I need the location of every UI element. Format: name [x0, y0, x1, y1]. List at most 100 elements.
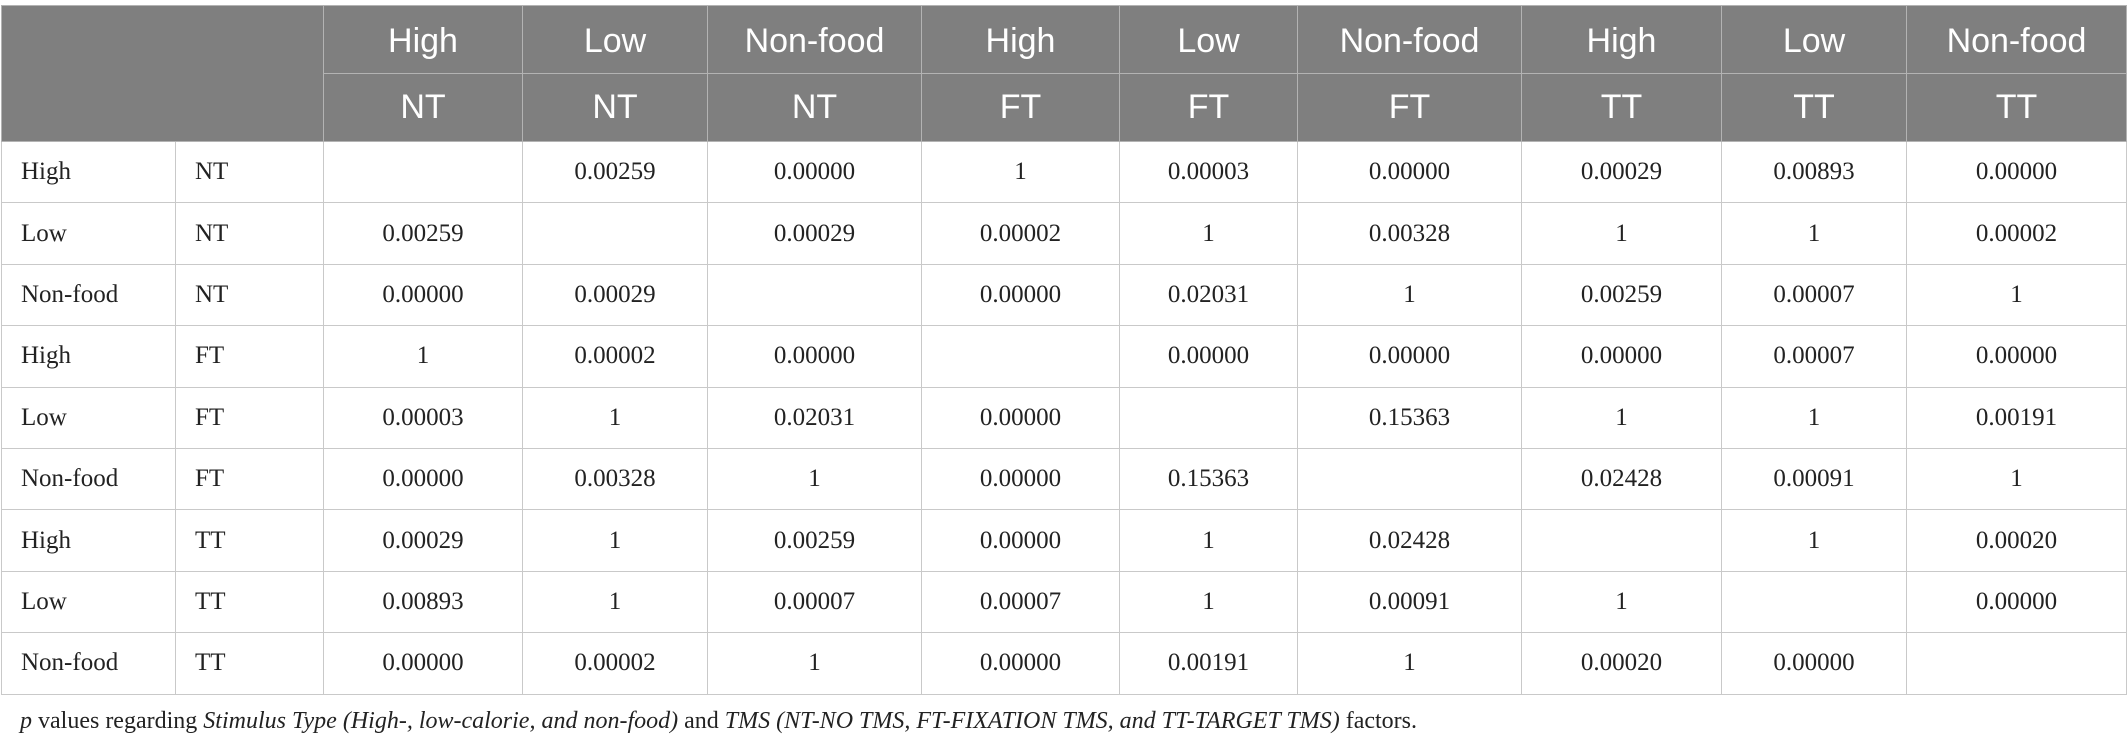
- header-row-stimulus: High Low Non-food High Low Non-food High…: [1, 5, 2127, 142]
- p-value-cell: 0.00893: [323, 570, 523, 634]
- p-value-cell: 0.00003: [1119, 140, 1298, 204]
- table-row: High NT 0.00259 0.00000 1 0.00003 0.00000 0.000…: [1, 140, 2127, 204]
- table-row: Non-food TT 0.00000 0.00002 1 0.00000 0.00191 1…: [1, 632, 2127, 695]
- p-value-cell: [1119, 386, 1298, 449]
- p-value-cell: [1297, 447, 1522, 511]
- footnote-tms: TMS (NT-NO TMS, FT-FIXATION TMS, and TT-…: [724, 708, 1340, 734]
- p-value-cell: 0.00000: [323, 447, 523, 511]
- footnote-p: p: [20, 708, 32, 734]
- footnote-text-1: values regarding: [32, 708, 204, 734]
- row-tms-label: FT: [175, 386, 324, 449]
- p-value-cell: 0.00000: [707, 140, 922, 204]
- header-tms-cell: TT: [1721, 73, 1907, 142]
- p-value-cell: 1: [1521, 202, 1722, 265]
- header-corner-cell: [1, 5, 324, 142]
- p-value-cell: 1: [707, 632, 922, 695]
- p-value-cell: 0.00000: [1521, 325, 1722, 388]
- row-stimulus-label: High: [1, 509, 176, 572]
- header-row-tms: NT NT NT FT FT FT TT TT TT: [2, 73, 2127, 142]
- p-value-cell: 0.00000: [1906, 570, 2127, 634]
- p-value-cell: 0.00000: [921, 447, 1120, 511]
- header-tms-cell: FT: [1297, 73, 1522, 142]
- p-value-cell: 0.00328: [522, 447, 708, 511]
- p-value-cell: 0.00002: [522, 325, 708, 388]
- p-value-cell: 1: [1119, 570, 1298, 634]
- p-value-cell: 1: [522, 386, 708, 449]
- header-tms-cell: NT: [323, 73, 523, 142]
- p-value-cell: [707, 263, 922, 327]
- p-value-cell: 0.00893: [1721, 140, 1907, 204]
- p-value-table: High Low Non-food High Low Non-food High…: [1, 5, 2127, 695]
- p-value-cell: 0.00000: [323, 632, 523, 695]
- p-value-cell: 1: [707, 447, 922, 511]
- p-value-cell: 0.00259: [323, 202, 523, 265]
- p-value-cell: 0.00020: [1521, 632, 1722, 695]
- p-value-cell: 0.00000: [921, 509, 1120, 572]
- p-value-cell: 0.00000: [1297, 325, 1522, 388]
- p-value-cell: 0.00000: [921, 263, 1120, 327]
- p-value-cell: 0.00000: [1906, 325, 2127, 388]
- p-value-cell: 0.00000: [1119, 325, 1298, 388]
- row-tms-label: FT: [175, 447, 324, 511]
- p-value-cell: [1906, 632, 2127, 695]
- p-value-cell: 0.00002: [522, 632, 708, 695]
- row-tms-label: NT: [175, 263, 324, 327]
- p-value-cell: [1521, 509, 1722, 572]
- p-value-cell: 0.00007: [1721, 263, 1907, 327]
- table-row: Non-food NT 0.00000 0.00029 0.00000 0.02031 1 0…: [1, 263, 2127, 327]
- p-value-cell: 1: [522, 509, 708, 572]
- row-stimulus-label: Non-food: [1, 263, 176, 327]
- p-value-cell: 0.00007: [707, 570, 922, 634]
- p-value-cell: 0.00091: [1721, 447, 1907, 511]
- p-value-cell: 1: [522, 570, 708, 634]
- p-value-cell: 0.00029: [707, 202, 922, 265]
- p-value-cell: [323, 140, 523, 204]
- header-stimulus-cell: High: [323, 5, 523, 74]
- p-value-cell: 0.15363: [1297, 386, 1522, 449]
- p-value-cell: 1: [323, 325, 523, 388]
- p-value-cell: 0.00020: [1906, 509, 2127, 572]
- p-value-cell: [522, 202, 708, 265]
- footnote-text-3: factors.: [1339, 708, 1418, 734]
- row-stimulus-label: Non-food: [1, 447, 176, 511]
- p-value-cell: 0.00000: [1297, 140, 1522, 204]
- p-value-cell: 0.00002: [921, 202, 1120, 265]
- p-value-cell: 1: [1721, 386, 1907, 449]
- p-value-cell: 0.15363: [1119, 447, 1298, 511]
- p-value-cell: 0.00029: [323, 509, 523, 572]
- header-stimulus-cell: High: [921, 5, 1120, 74]
- p-value-cell: 0.02428: [1521, 447, 1722, 511]
- footnote-text-2: and: [678, 708, 725, 734]
- header-stimulus-cell: Low: [522, 5, 708, 74]
- table-row: Low NT 0.00259 0.00029 0.00002 1 0.00328 1 1 0.00…: [1, 202, 2127, 265]
- header-stimulus-cell: Non-food: [1906, 5, 2127, 74]
- p-value-cell: 0.00191: [1906, 386, 2127, 449]
- p-value-cell: 0.00002: [1906, 202, 2127, 265]
- table-row: High TT 0.00029 1 0.00259 0.00000 1 0.02428 1 0.0…: [1, 509, 2127, 572]
- row-stimulus-label: Low: [1, 570, 176, 634]
- row-stimulus-label: Low: [1, 202, 176, 265]
- footnote-stimulus-type: Stimulus Type (High-, low-calorie, and n…: [203, 708, 679, 734]
- p-value-cell: 0.00029: [522, 263, 708, 327]
- p-value-cell: 0.02031: [707, 386, 922, 449]
- header-tms-cell: FT: [921, 73, 1120, 142]
- header-stimulus-cell: Low: [1119, 5, 1298, 74]
- p-value-cell: 0.00007: [1721, 325, 1907, 388]
- header-tms-cell: TT: [1521, 73, 1722, 142]
- p-value-cell: 1: [1906, 263, 2127, 327]
- header-tms-cell: NT: [707, 73, 922, 142]
- row-stimulus-label: Low: [1, 386, 176, 449]
- row-tms-label: FT: [175, 325, 324, 388]
- p-value-cell: 0.00091: [1297, 570, 1522, 634]
- p-value-cell: 1: [1721, 509, 1907, 572]
- p-value-cell: 0.00029: [1521, 140, 1722, 204]
- table-row: Non-food FT 0.00000 0.00328 1 0.00000 0.15363 0…: [1, 447, 2127, 511]
- p-value-cell: 0.00000: [323, 263, 523, 327]
- header-stimulus-cell: High: [1521, 5, 1722, 74]
- row-stimulus-label: Non-food: [1, 632, 176, 695]
- row-tms-label: TT: [175, 632, 324, 695]
- table-footnote: p values regarding Stimulus Type (High-,…: [20, 708, 1417, 735]
- p-value-cell: 0.02031: [1119, 263, 1298, 327]
- row-tms-label: TT: [175, 570, 324, 634]
- p-value-cell: 0.00259: [707, 509, 922, 572]
